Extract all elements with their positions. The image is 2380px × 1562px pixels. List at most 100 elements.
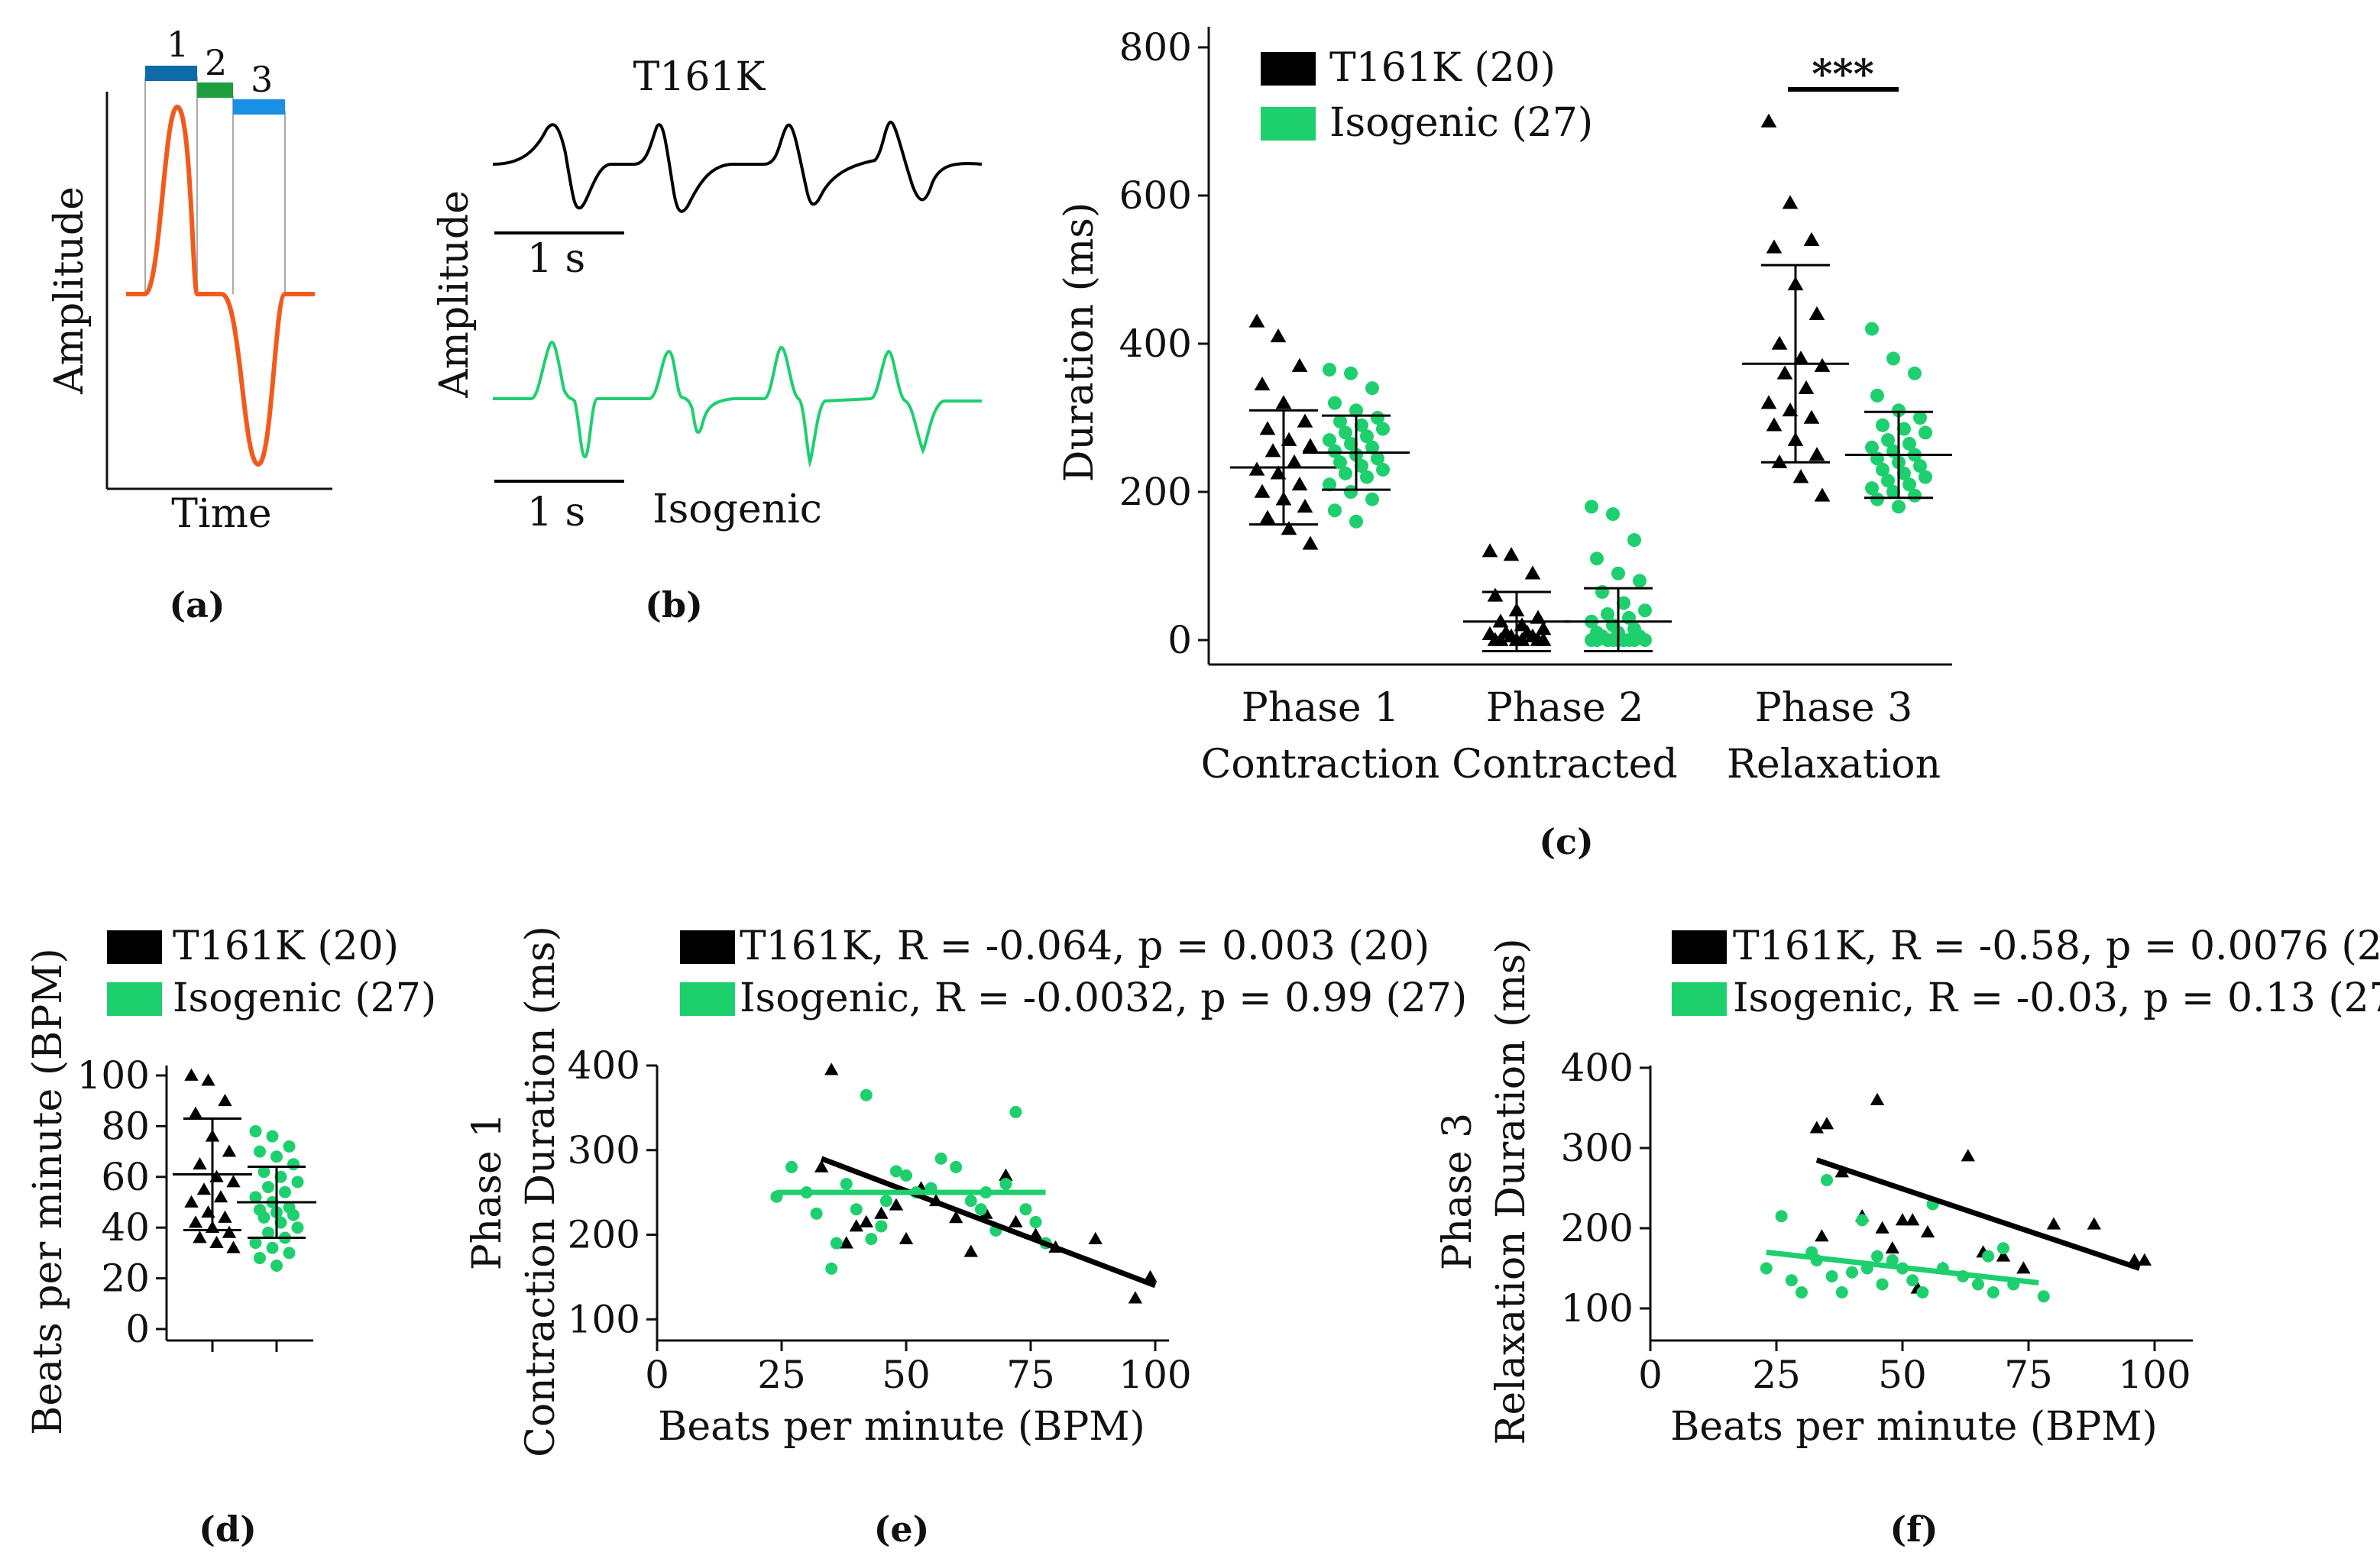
panel-f-point-t161k <box>1870 1092 1885 1105</box>
panel-f-point-t161k <box>2016 1261 2031 1274</box>
panel-e-point-t161k <box>999 1168 1013 1181</box>
panel-f-point-isogenic <box>1821 1174 1833 1186</box>
panel-c-point-isogenic <box>1870 492 1884 506</box>
panel-c-point-t161k <box>1291 357 1308 372</box>
panel-e-y-tick-label: 100 <box>568 1297 640 1341</box>
panel-d-point-isogenic <box>262 1226 274 1239</box>
panel-e-point-t161k <box>949 1211 963 1224</box>
panel-d-point-isogenic <box>283 1247 296 1260</box>
panel-f-point-isogenic <box>1796 1286 1808 1298</box>
panel-c-point-isogenic <box>1344 366 1358 380</box>
panel-c-point-t161k <box>1782 402 1799 417</box>
panel-c-point-t161k <box>1503 547 1520 561</box>
panel-c-point-isogenic <box>1371 451 1384 466</box>
panel-f-x-tick-label: 75 <box>2004 1353 2053 1397</box>
panel-c-point-isogenic <box>1355 459 1368 474</box>
panel-a-ylabel: Amplitude <box>47 186 92 395</box>
panel-c-legend-isogenic: Isogenic (27) <box>1329 100 1593 146</box>
panel-e-fit-t161k <box>820 1156 1157 1289</box>
panel-f-point-t161k <box>1819 1117 1834 1130</box>
panel-e: T161K, R = -0.064, p = 0.003 (20) Isogen… <box>465 923 1467 1550</box>
panel-c-point-t161k <box>1514 632 1530 646</box>
panel-b-top-label: T161K <box>633 54 766 100</box>
panel-d-point-t161k <box>218 1210 232 1223</box>
panel-d-point-isogenic <box>254 1252 266 1265</box>
panel-f-y-tick-label: 100 <box>1561 1286 1634 1331</box>
panel-c-point-isogenic <box>1865 481 1879 496</box>
panel-c-point-isogenic <box>1365 381 1379 396</box>
panel-d-y-tick-label: 40 <box>101 1205 150 1250</box>
panel-f-x-tick-label: 25 <box>1752 1353 1801 1397</box>
panel-c-point-isogenic <box>1344 485 1358 499</box>
panel-e-point-t161k <box>859 1214 874 1227</box>
panel-e-point-t161k <box>814 1159 829 1172</box>
panel-d-point-isogenic <box>287 1158 300 1171</box>
panel-c-point-t161k <box>1281 432 1297 446</box>
panel-c-point-isogenic <box>1892 500 1906 514</box>
panel-c-point-isogenic <box>1611 566 1625 580</box>
panel-d-point-t161k <box>218 1094 232 1107</box>
panel-d-point-isogenic <box>270 1260 283 1272</box>
panel-d-legend-isogenic: Isogenic (27) <box>173 975 436 1021</box>
panel-e-legend-t161k: T161K, R = -0.064, p = 0.003 (20) <box>740 923 1430 969</box>
panel-e-point-t161k <box>839 1236 853 1249</box>
panel-d-point-t161k <box>188 1215 203 1228</box>
panel-c-point-isogenic <box>1349 403 1363 418</box>
panel-d-point-isogenic <box>279 1185 291 1198</box>
panel-c-point-t161k <box>1766 417 1783 432</box>
panel-e-point-isogenic <box>934 1152 947 1165</box>
panel-c-point-t161k <box>1776 365 1793 380</box>
phase2-bar <box>197 82 233 98</box>
panel-e-point-t161k <box>889 1198 904 1211</box>
panel-c-legend-swatch-isogenic <box>1261 107 1316 141</box>
panel-f-legend-isogenic: Isogenic, R = -0.03, p = 0.13 (27) <box>1733 975 2380 1021</box>
panel-c-point-isogenic <box>1617 596 1630 610</box>
panel-c-point-isogenic <box>1376 462 1390 477</box>
panel-c-point-t161k <box>1302 535 1319 550</box>
panel-f-legend-swatch-isogenic <box>1672 982 1727 1016</box>
panel-e-point-isogenic <box>830 1237 843 1250</box>
panel-e-point-isogenic <box>974 1203 987 1216</box>
panel-f-point-isogenic <box>1785 1274 1798 1287</box>
panel-c-point-t161k <box>1254 377 1271 391</box>
panel-d-point-t161k <box>193 1231 207 1243</box>
panel-f-point-isogenic <box>1886 1254 1899 1266</box>
panel-f-ylabel-line2: Relaxation Duration (ms) <box>1488 938 1534 1444</box>
panel-d-point-isogenic <box>257 1211 270 1224</box>
panel-d-point-t161k <box>222 1225 237 1238</box>
panel-c-point-t161k <box>1297 413 1313 428</box>
panel-e-point-isogenic <box>865 1233 878 1246</box>
panel-f-label: (f) <box>1889 1509 1938 1550</box>
panel-c-point-t161k <box>1297 499 1313 513</box>
panel-e-point-t161k <box>1143 1269 1158 1282</box>
panel-e-x-tick-label: 25 <box>757 1353 806 1397</box>
panel-d-y-tick-label: 100 <box>77 1053 150 1098</box>
phase-waveform <box>126 104 315 467</box>
panel-c-point-isogenic <box>1355 418 1368 432</box>
panel-f-point-isogenic <box>2037 1290 2050 1303</box>
panel-f-point-isogenic <box>1871 1250 1883 1263</box>
panel-d-point-isogenic <box>266 1130 279 1143</box>
panel-e-xlabel: Beats per minute (BPM) <box>658 1404 1145 1450</box>
panel-c-point-isogenic <box>1601 607 1614 622</box>
panel-e-point-t161k <box>1128 1291 1143 1304</box>
panel-c-point-isogenic <box>1919 425 1932 440</box>
panel-e-x-tick-label: 0 <box>645 1353 669 1397</box>
panel-c-point-isogenic <box>1633 574 1647 588</box>
panel-e-point-isogenic <box>1029 1215 1042 1228</box>
phase1-label: 1 <box>167 24 189 65</box>
panel-d-point-t161k <box>201 1073 215 1086</box>
panel-c-point-t161k <box>1808 306 1825 320</box>
panel-f-point-isogenic <box>1760 1262 1773 1275</box>
panel-d-point-isogenic <box>270 1150 283 1163</box>
panel-e-legend-isogenic: Isogenic, R = -0.0032, p = 0.99 (27) <box>740 975 1467 1021</box>
panel-d-y-tick-label: 0 <box>125 1307 150 1351</box>
panel-e-point-t161k <box>1088 1231 1103 1244</box>
panel-f-point-t161k <box>1906 1213 1920 1226</box>
panel-c-category-3-line1: Phase 3 <box>1755 685 1913 731</box>
panel-c-point-isogenic <box>1865 322 1879 336</box>
panel-c-y-tick-label: 800 <box>1119 25 1192 70</box>
panel-d-point-isogenic <box>262 1181 274 1194</box>
panel-f-point-isogenic <box>1972 1278 1984 1291</box>
panel-c-point-isogenic <box>1892 403 1906 418</box>
